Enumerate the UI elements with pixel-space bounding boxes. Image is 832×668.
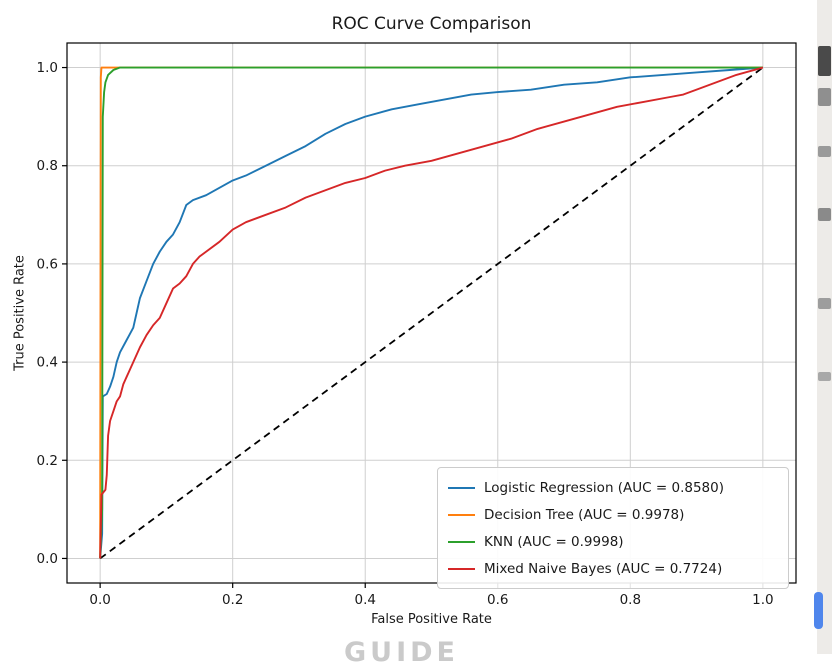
legend-line-swatch [448, 486, 475, 489]
y-tick-label: 0.2 [37, 453, 58, 469]
roc-curve-knn [99, 66, 763, 559]
legend-line-swatch [448, 513, 475, 516]
legend-label: KNN (AUC = 0.9998) [484, 533, 624, 550]
scrollbar-thumb[interactable] [814, 592, 823, 629]
legend-entry: Decision Tree (AUC = 0.9978) [448, 501, 778, 528]
edge-content-fragment [818, 88, 831, 106]
x-tick-label: 0.4 [354, 592, 375, 608]
legend-label: Mixed Naive Bayes (AUC = 0.7724) [484, 560, 723, 577]
roc-chart: 0.0 0.2 0.4 0.6 0.8 1.0 0.0 0.2 0.4 0.6 0.8 1.0 [37, 42, 797, 608]
legend-line-swatch [448, 567, 475, 570]
legend: Logistic Regression (AUC = 0.8580) Decisi… [437, 467, 789, 589]
roc-figure: 0.0 0.2 0.4 0.6 0.8 1.0 0.0 0.2 0.4 0.6 0.8 1.0 ROC… [12, 0, 832, 668]
roc-curve-mixed-naive-bayes [99, 66, 764, 559]
y-tick-label: 0.0 [37, 551, 58, 567]
x-tick-label: 0.0 [89, 592, 110, 608]
legend-label: Decision Tree (AUC = 0.9978) [484, 506, 685, 523]
y-tick-label: 0.8 [37, 158, 58, 174]
legend-label: Logistic Regression (AUC = 0.8580) [484, 479, 724, 496]
edge-content-fragment [818, 372, 831, 381]
edge-content-fragment [818, 208, 831, 221]
x-tick-label: 1.0 [752, 592, 773, 608]
y-tick-label: 0.6 [37, 256, 58, 272]
edge-content-fragment [818, 46, 831, 76]
legend-entry: KNN (AUC = 0.9998) [448, 528, 778, 555]
legend-entry: Logistic Regression (AUC = 0.8580) [448, 474, 778, 501]
roc-curve-logistic-regression [99, 66, 763, 559]
x-tick-label: 0.8 [620, 592, 641, 608]
x-tick-label: 0.6 [487, 592, 508, 608]
legend-entry: Mixed Naive Bayes (AUC = 0.7724) [448, 555, 778, 582]
legend-line-swatch [448, 540, 475, 543]
watermark: GUIDE [344, 637, 459, 668]
y-tick-label: 1.0 [37, 60, 58, 76]
edge-content-fragment [818, 298, 831, 309]
y-axis-label: True Positive Rate [12, 255, 28, 371]
chart-title: ROC Curve Comparison [331, 14, 532, 34]
reference-line [99, 66, 764, 560]
plot-border [66, 42, 797, 584]
x-tick-label: 0.2 [222, 592, 243, 608]
edge-content-fragment [818, 146, 831, 157]
window-edge-strip [817, 0, 832, 654]
x-axis-label: False Positive Rate [371, 612, 492, 627]
y-tick-label: 0.4 [37, 355, 58, 371]
